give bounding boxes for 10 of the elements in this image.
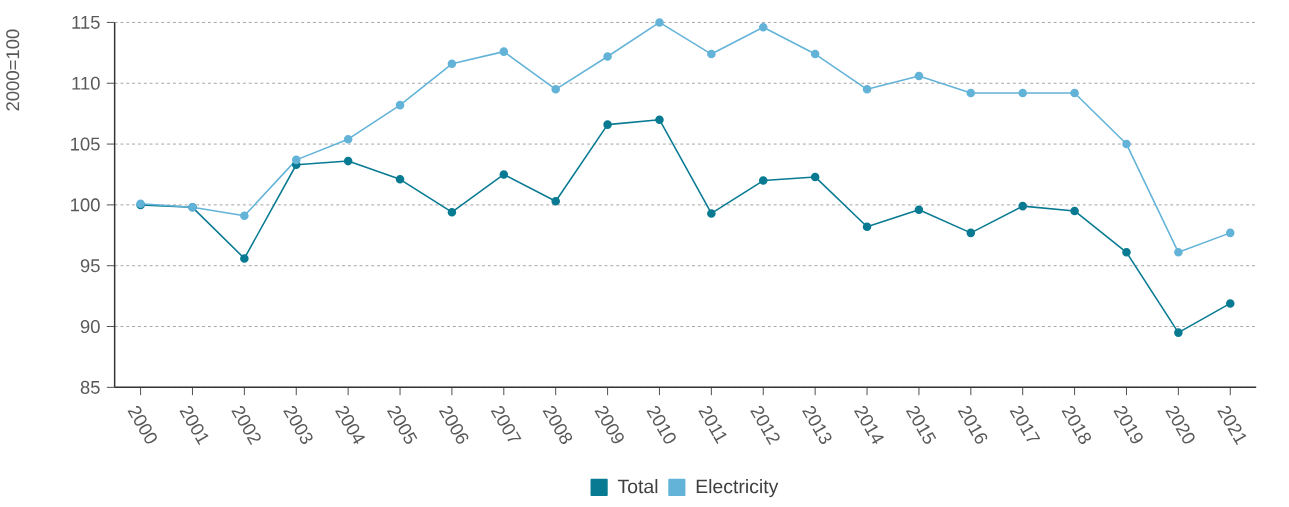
y-tick-label: 115 [72,15,100,29]
legend-label: Total [617,478,658,494]
y-tick-label: 100 [71,198,100,212]
y-tick-label: 110 [72,76,100,90]
y-tick-label: 85 [80,380,100,394]
y-axis-title: 2000=100 [6,29,20,111]
legend-label: Electricity [696,478,779,497]
y-tick-label: 95 [80,259,100,273]
y-tick-label: 90 [80,319,100,333]
y-tick-label: 105 [71,137,100,151]
